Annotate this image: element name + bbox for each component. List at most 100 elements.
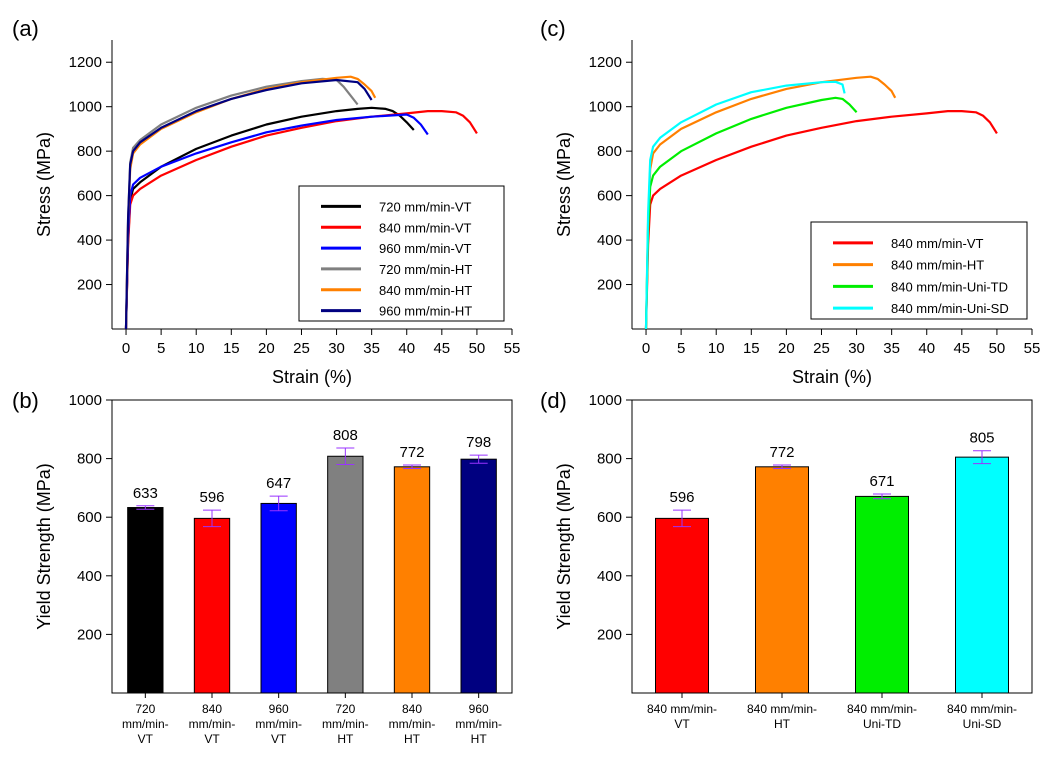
category-label: 840 mm/min- [947, 702, 1017, 716]
legend-label: 840 mm/min-Uni-SD [891, 301, 1009, 316]
x-tick-label: 45 [433, 340, 450, 357]
y-tick-label: 800 [77, 451, 102, 468]
stress-strain-chart-c: 200 400 600 800 1000 1200 Stress (MPa) 0 5 10 15 20… [554, 40, 1040, 387]
x-tick-label: 30 [848, 340, 865, 357]
series-line [124, 113, 429, 330]
x-tick-label: 30 [328, 340, 345, 357]
panel-label-c: (c) [540, 16, 566, 41]
y-tick-label: 600 [77, 509, 102, 526]
x-axis-title: Strain (%) [792, 367, 872, 387]
bar-value-label: 772 [769, 444, 794, 461]
category-label: mm/min- [122, 717, 169, 731]
x-tick-label: 5 [677, 340, 685, 357]
category-label: HT [774, 717, 791, 731]
series-line [644, 96, 858, 330]
category-label: mm/min- [255, 717, 302, 731]
legend-box [810, 221, 1028, 320]
y-axis-title: Stress (MPa) [554, 132, 574, 237]
yield-strength-chart-b: 200 400 600 800 1000 Yield Strength (MPa) 633 7… [34, 392, 513, 746]
y-tick-label: 200 [77, 626, 102, 643]
legend-box [298, 185, 505, 322]
category-label: mm/min- [189, 717, 236, 731]
bar [260, 502, 297, 694]
y-tick-label: 800 [597, 451, 622, 468]
y-tick-label: 600 [597, 509, 622, 526]
category-label: HT [404, 732, 421, 746]
y-tick-label: 800 [77, 143, 102, 160]
bar [755, 466, 809, 694]
legend-label: 840 mm/min-Uni-TD [891, 279, 1008, 294]
series-line [124, 109, 478, 330]
y-tick-label: 1000 [589, 392, 622, 409]
x-tick-label: 0 [122, 340, 130, 357]
y-tick-label: 200 [77, 277, 102, 294]
y-axis-title: Yield Strength (MPa) [554, 463, 574, 629]
category-label: 840 [202, 702, 222, 716]
category-label: 720 [335, 702, 355, 716]
y-tick-label: 1000 [69, 392, 102, 409]
x-tick-label: 40 [918, 340, 935, 357]
legend-label: 720 mm/min-VT [379, 199, 472, 214]
x-tick-label: 55 [504, 340, 521, 357]
panel-label-a: (a) [12, 16, 39, 41]
x-tick-label: 45 [953, 340, 970, 357]
legend-label: 840 mm/min-VT [379, 220, 472, 235]
bar [460, 458, 497, 694]
x-tick-label: 20 [778, 340, 795, 357]
y-tick-label: 1200 [69, 54, 102, 71]
series-line [644, 80, 846, 330]
bar-value-label: 647 [266, 475, 291, 492]
series-line [644, 75, 897, 330]
category-label: 840 mm/min- [647, 702, 717, 716]
x-tick-label: 55 [1024, 340, 1041, 357]
bar-value-label: 596 [199, 489, 224, 506]
x-tick-label: 20 [258, 340, 275, 357]
x-tick-label: 50 [469, 340, 486, 357]
x-tick-label: 10 [708, 340, 725, 357]
x-tick-label: 35 [363, 340, 380, 357]
y-axis-title: Yield Strength (MPa) [34, 463, 54, 629]
y-tick-label: 600 [597, 188, 622, 205]
category-label: 840 [402, 702, 422, 716]
y-tick-label: 600 [77, 188, 102, 205]
y-tick-label: 200 [597, 626, 622, 643]
bar [193, 517, 231, 694]
x-axis-title: Strain (%) [272, 367, 352, 387]
bar [655, 517, 709, 694]
yield-strength-chart-d: 200 400 600 800 1000 Yield Strength (MPa) 596 8… [554, 392, 1033, 731]
stress-strain-chart-a: 200 400 600 800 1000 1200 Stress (MPa) 0 5 10 15 20… [34, 40, 520, 387]
category-label: 840 mm/min- [747, 702, 817, 716]
x-tick-label: 35 [883, 340, 900, 357]
bar [855, 495, 909, 694]
bar-value-label: 805 [969, 430, 994, 447]
bar-value-label: 633 [133, 485, 158, 502]
panel-label-b: (b) [12, 388, 39, 413]
x-tick-label: 5 [157, 340, 165, 357]
x-tick-label: 50 [989, 340, 1006, 357]
category-label: mm/min- [322, 717, 369, 731]
bar [393, 466, 431, 694]
bar [327, 455, 364, 694]
category-label: mm/min- [389, 717, 436, 731]
category-label: VT [674, 717, 690, 731]
bar-value-label: 798 [466, 434, 491, 451]
category-label: 960 [469, 702, 489, 716]
y-tick-label: 400 [77, 568, 102, 585]
bar-value-label: 772 [399, 444, 424, 461]
bar [127, 507, 164, 694]
y-axis-title: Stress (MPa) [34, 132, 54, 237]
category-label: VT [204, 732, 220, 746]
legend-label: 720 mm/min-HT [379, 262, 472, 277]
y-tick-label: 1200 [589, 54, 622, 71]
legend-label: 840 mm/min-HT [379, 283, 472, 298]
x-tick-label: 25 [293, 340, 310, 357]
category-label: Uni-TD [863, 717, 901, 731]
series-line [124, 106, 415, 330]
y-tick-label: 1000 [69, 99, 102, 116]
y-tick-label: 400 [77, 232, 102, 249]
series-line [124, 78, 373, 330]
x-tick-label: 15 [223, 340, 240, 357]
y-tick-label: 1000 [589, 99, 622, 116]
x-tick-label: 40 [398, 340, 415, 357]
